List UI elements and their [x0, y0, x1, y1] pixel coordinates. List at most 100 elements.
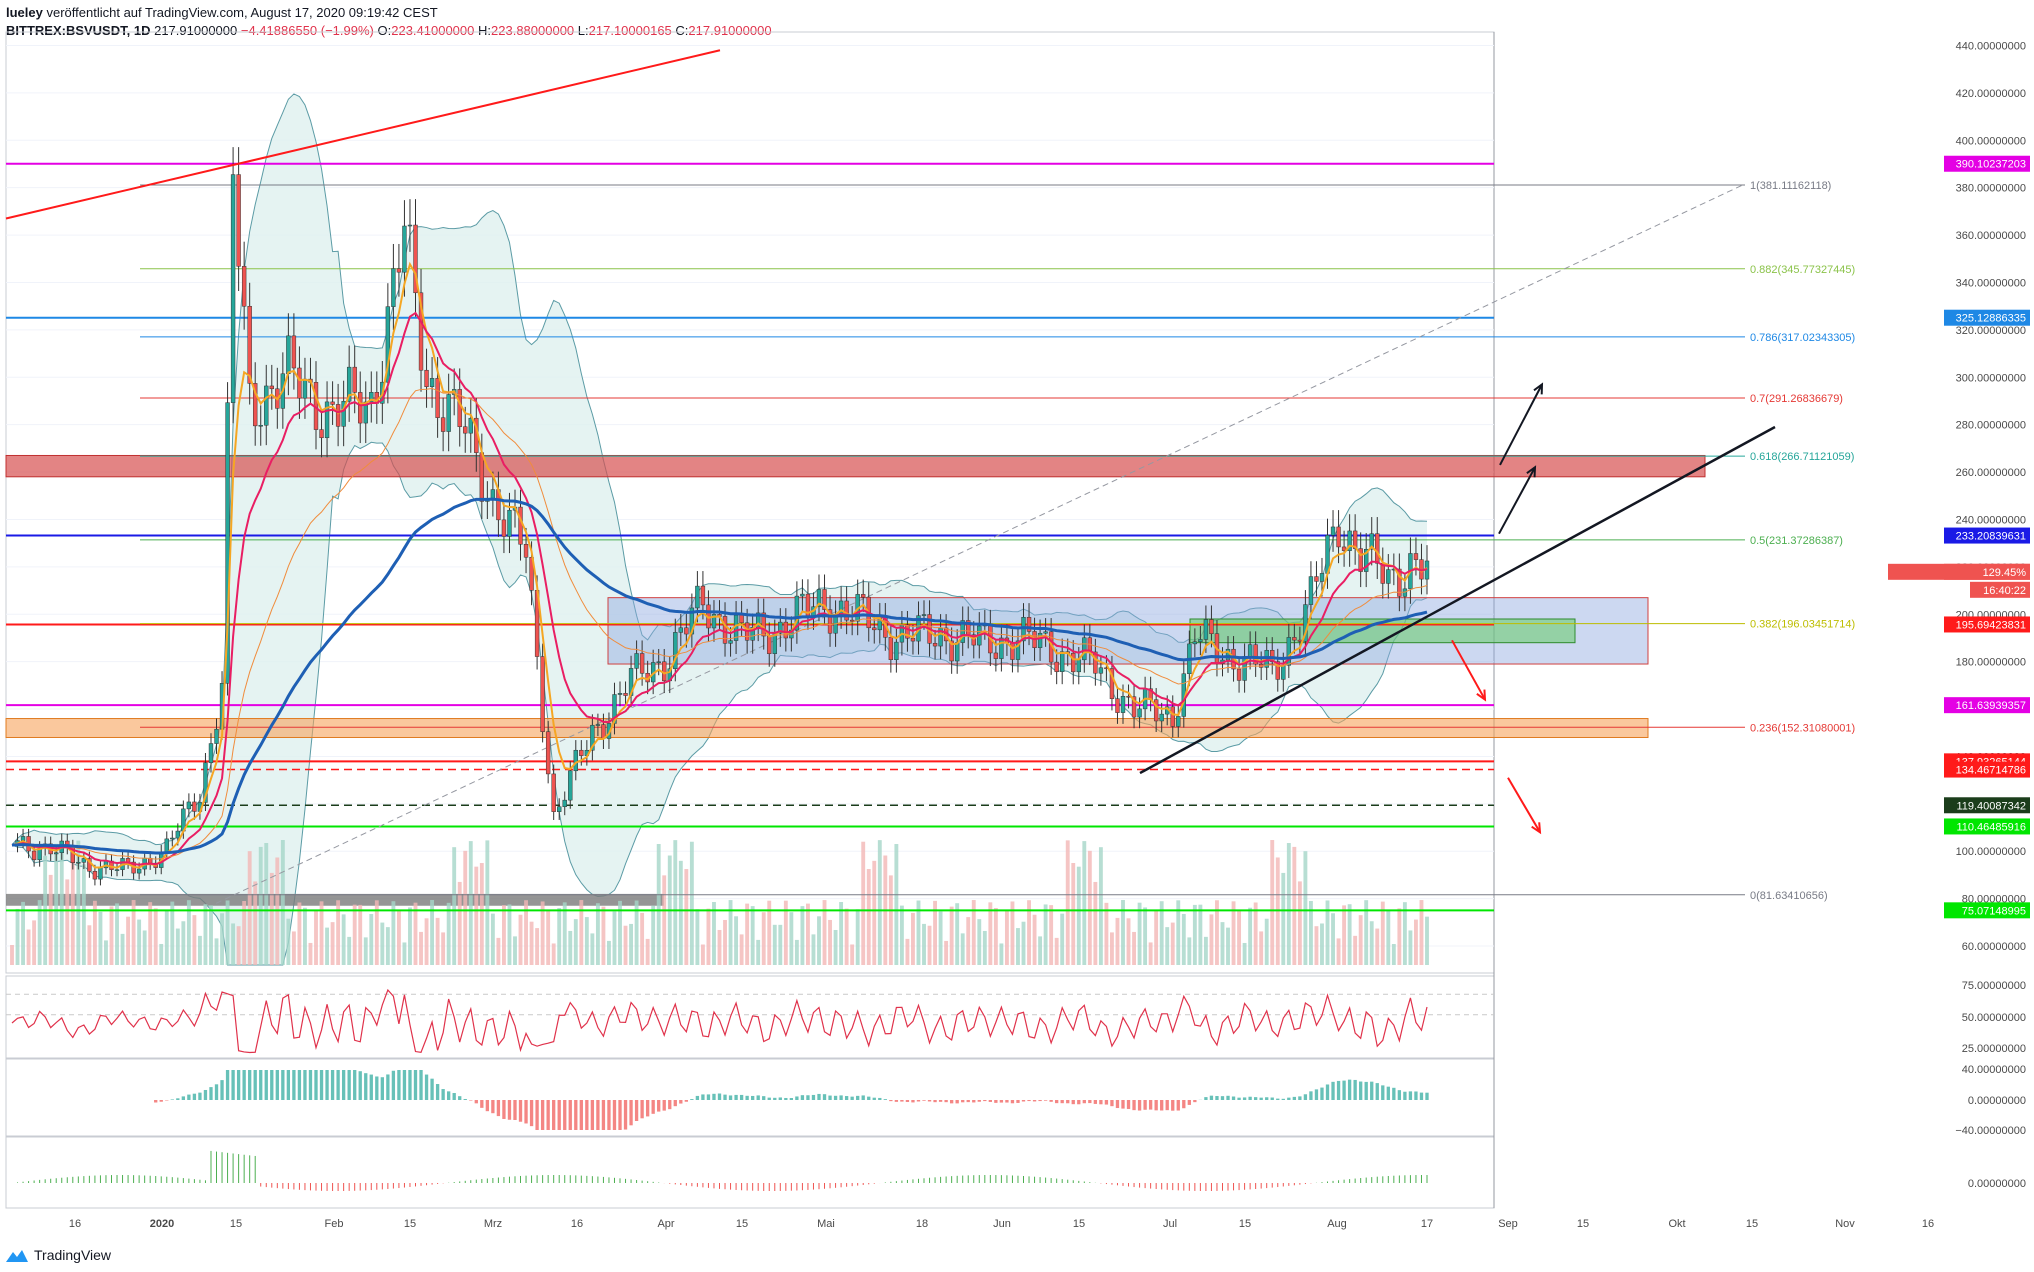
volume-bar — [695, 909, 700, 965]
price-tick: 260.00000000 — [1956, 467, 2026, 479]
macd-hist — [225, 1070, 230, 1100]
volume-bar — [1148, 942, 1153, 965]
date-tick: 16 — [571, 1218, 583, 1230]
volume-bar — [1303, 851, 1308, 965]
macd-hist — [944, 1100, 948, 1103]
close-value: 217.91000000 — [688, 23, 772, 38]
candle-body — [949, 640, 954, 662]
candle-body — [971, 634, 976, 646]
author[interactable]: lueley — [6, 5, 43, 20]
candle-body — [1037, 632, 1043, 648]
volume-bar — [1419, 900, 1424, 965]
candle-body — [551, 773, 556, 812]
date-tick: Mai — [817, 1218, 835, 1230]
candle-body — [921, 614, 927, 616]
price-tag-text: 129.45% — [1983, 567, 2027, 579]
macd-hist — [1093, 1100, 1098, 1104]
volume-bar — [457, 881, 462, 965]
volume-bar — [247, 851, 252, 965]
volume-bar — [1187, 937, 1192, 965]
volume-bar — [1408, 930, 1413, 965]
volume-bar — [424, 918, 429, 965]
volume-bar — [380, 922, 385, 965]
candle-body — [612, 694, 617, 724]
candle-body — [861, 594, 866, 598]
price-tags: 390.10237203 325.12886335 233.20839631 195.… — [1888, 155, 2030, 919]
volume-bar — [474, 866, 479, 965]
macd-hist — [706, 1094, 711, 1100]
candle-body — [1347, 530, 1352, 551]
candle-body — [1314, 576, 1319, 582]
volume-bar — [59, 845, 64, 965]
volume-bar — [634, 900, 639, 965]
volume-bar — [164, 909, 169, 965]
volume-bar — [689, 841, 694, 965]
volume-bar — [214, 938, 219, 965]
macd-hist — [612, 1100, 617, 1130]
down-arrow-2 — [1507, 777, 1541, 833]
price-tag — [1944, 527, 2030, 544]
macd-hist — [552, 1100, 556, 1130]
volume-bar — [717, 929, 722, 965]
time-axis[interactable]: 16 2020 15 Feb 15 Mrz 16 Apr 15 Mai 18 Jun 15 Jul 15 Au… — [69, 1218, 1934, 1230]
volume-bar — [1104, 902, 1109, 965]
candle-body — [568, 770, 573, 801]
macd-hist — [1309, 1091, 1313, 1100]
price-tick: 380.00000000 — [1956, 183, 2026, 195]
date-tick: Nov — [1835, 1218, 1855, 1230]
volume-bar — [911, 912, 915, 965]
macd-hist — [1160, 1100, 1164, 1111]
volume-bar — [1137, 902, 1142, 965]
macd-hist — [784, 1097, 788, 1100]
volume-bar — [148, 902, 153, 965]
macd-hist — [1220, 1096, 1225, 1100]
volume-bar — [927, 925, 932, 965]
price-tick: 440.00000000 — [1956, 40, 2026, 52]
volume-bar — [971, 900, 976, 965]
macd-hist — [883, 1099, 887, 1100]
date-tick: Jul — [1163, 1218, 1177, 1230]
volume-bar — [54, 843, 59, 965]
volume-bar — [408, 907, 412, 965]
volume-bar — [479, 863, 484, 965]
price-axis[interactable]: 440.00000000 420.00000000 400.00000000 380.… — [1956, 40, 2026, 953]
price-change: −4.41886550 (−1.99%) — [240, 23, 374, 38]
macd-hist — [1038, 1100, 1042, 1102]
macd-hist — [1176, 1100, 1180, 1111]
macd-hist — [1055, 1100, 1059, 1104]
volume-bar — [1170, 922, 1175, 965]
macd-hist — [795, 1096, 799, 1100]
macd-hist — [927, 1100, 932, 1102]
macd-hist — [297, 1070, 302, 1100]
date-tick: 15 — [1239, 1218, 1251, 1230]
macd-hist — [413, 1070, 418, 1100]
volume-bar — [485, 840, 490, 965]
macd-hist — [640, 1100, 644, 1119]
price-tick: 400.00000000 — [1956, 135, 2026, 147]
candle-body — [1076, 659, 1081, 673]
volume-bar — [1159, 901, 1164, 965]
volume-bar — [540, 901, 545, 965]
macd-hist — [253, 1070, 257, 1100]
volume-bar — [280, 840, 285, 965]
brand-name[interactable]: TradingView — [34, 1247, 112, 1263]
candle-body — [1093, 651, 1098, 674]
volume-bar — [618, 900, 622, 965]
volume-bar — [76, 840, 81, 965]
symbol-label[interactable]: BITTREX:BSVUSDT, 1D — [6, 23, 151, 38]
candle-body — [1026, 617, 1032, 632]
volume-bar — [419, 931, 423, 965]
volume-bar — [1143, 907, 1148, 965]
volume-bar — [242, 900, 247, 965]
macd-hist — [833, 1095, 838, 1100]
candle-body — [463, 426, 468, 434]
macd-hist — [999, 1100, 1004, 1103]
candle-body — [816, 589, 822, 608]
volume-bar — [1397, 908, 1402, 965]
low-label: L: — [577, 23, 589, 38]
macd-hist — [480, 1100, 484, 1108]
volume-bar — [1237, 910, 1242, 965]
macd-hist — [811, 1094, 816, 1100]
volume-bar — [734, 916, 739, 965]
